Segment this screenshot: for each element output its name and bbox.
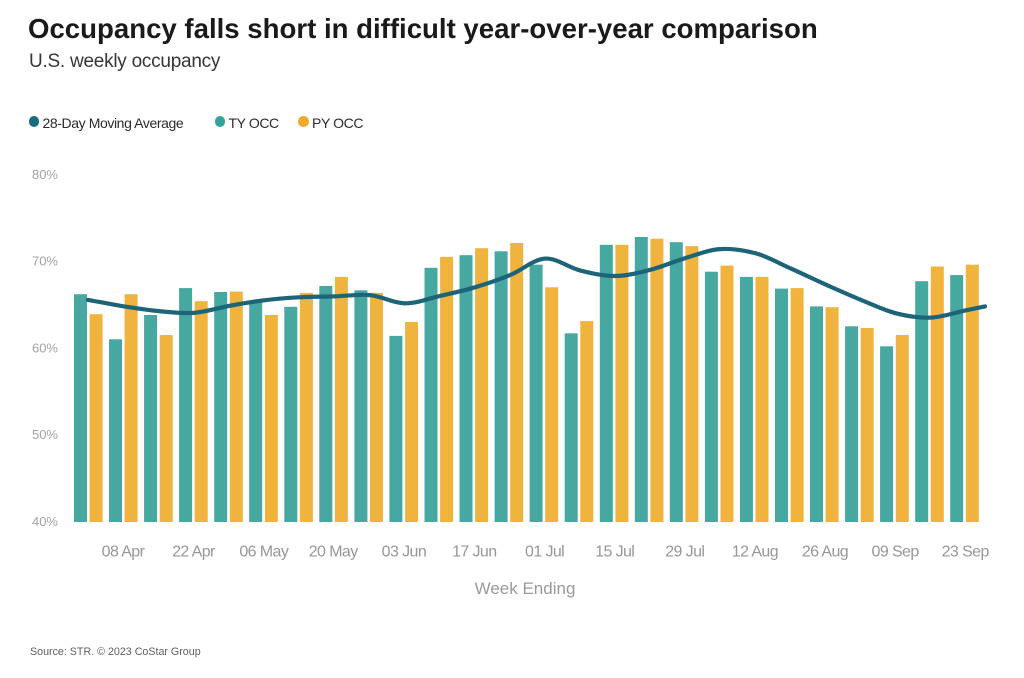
svg-text:50%: 50% [32,427,58,442]
svg-text:26 Aug: 26 Aug [802,544,848,561]
svg-text:09 Sep: 09 Sep [872,544,920,561]
svg-text:23 Sep: 23 Sep [942,544,990,561]
svg-text:22 Apr: 22 Apr [172,544,216,561]
svg-text:60%: 60% [32,341,58,356]
svg-text:08 Apr: 08 Apr [102,544,146,561]
svg-text:17 Jun: 17 Jun [452,544,496,561]
svg-text:20 May: 20 May [309,544,358,561]
svg-text:12 Aug: 12 Aug [732,544,778,561]
svg-text:01 Jul: 01 Jul [525,544,564,561]
svg-text:70%: 70% [32,254,58,269]
svg-text:06 May: 06 May [239,544,288,561]
svg-text:15 Jul: 15 Jul [595,544,634,561]
svg-text:40%: 40% [32,514,58,529]
svg-text:80%: 80% [32,167,58,182]
svg-text:Week Ending: Week Ending [475,579,576,598]
svg-text:29 Jul: 29 Jul [665,544,704,561]
svg-text:03 Jun: 03 Jun [382,544,426,561]
